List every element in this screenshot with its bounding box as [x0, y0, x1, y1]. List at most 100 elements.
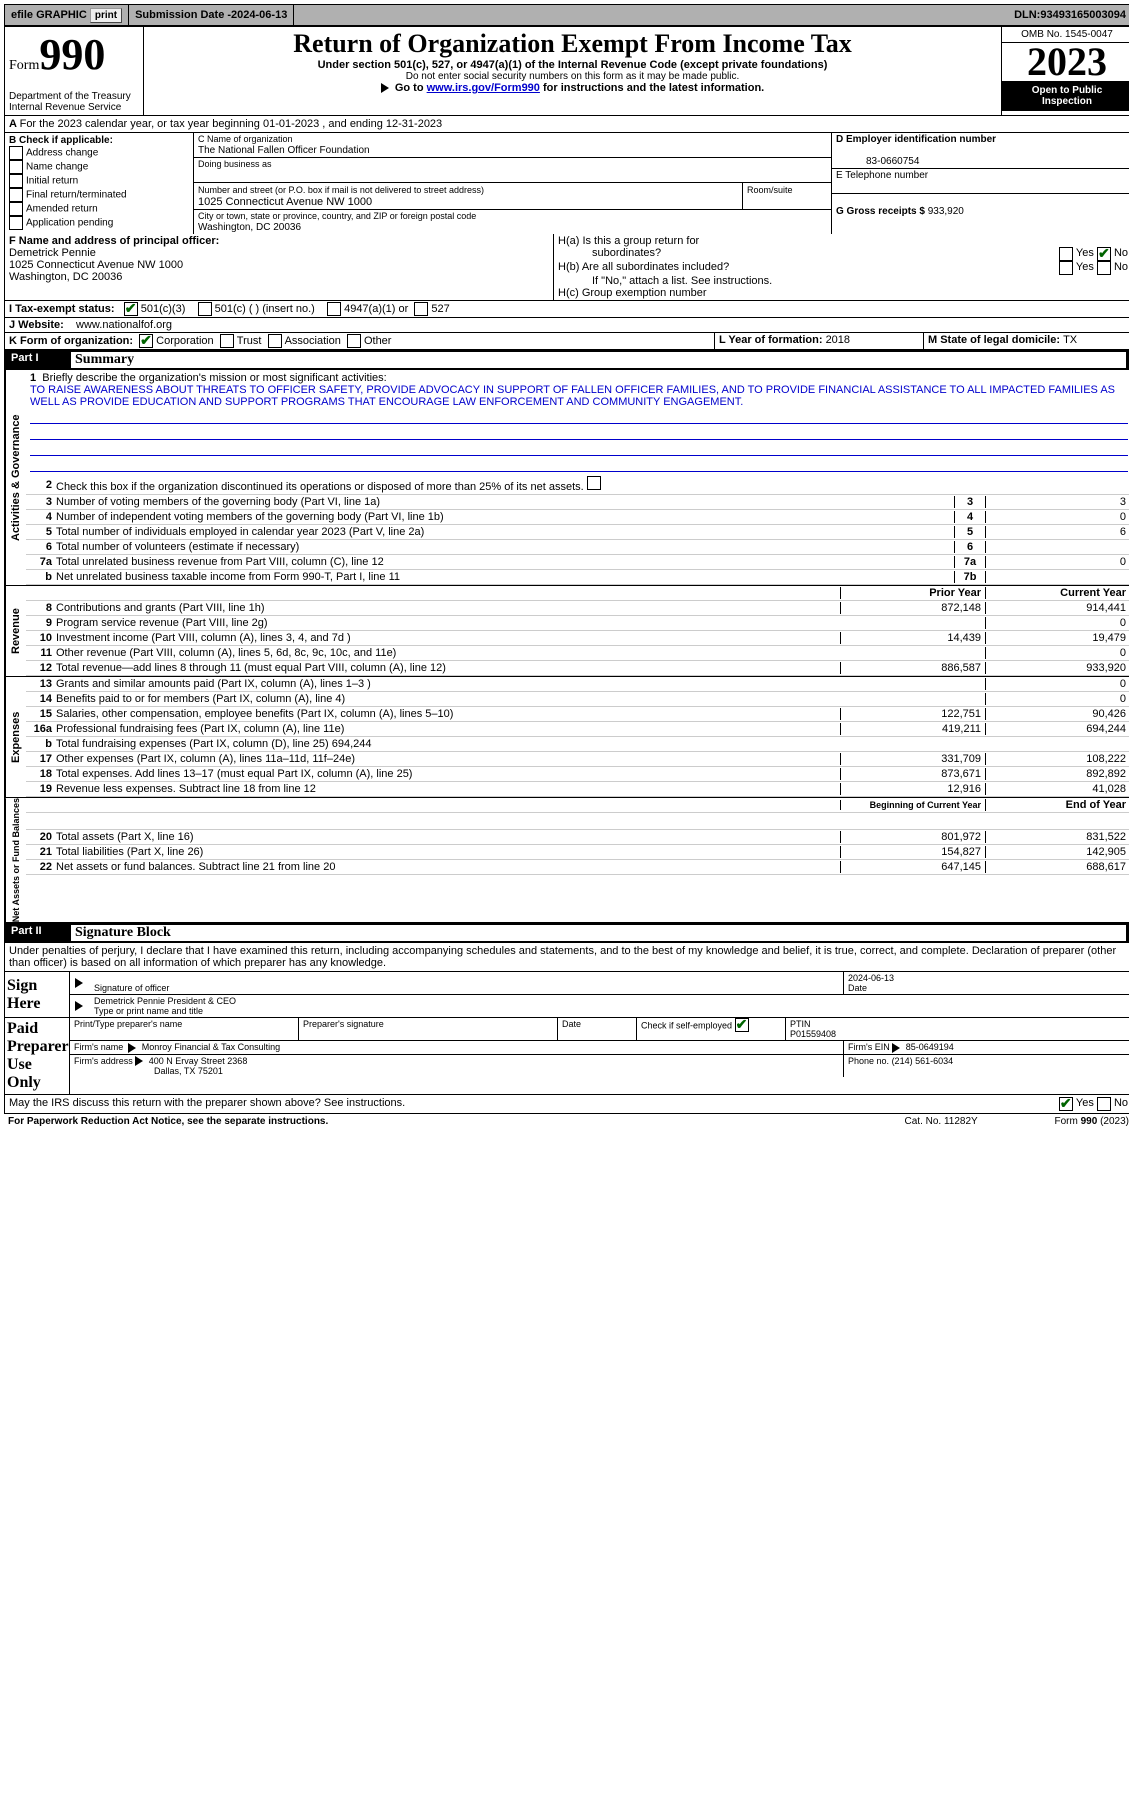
cb-assoc[interactable]: [268, 334, 282, 348]
ssn-warning: Do not enter social security numbers on …: [150, 71, 995, 82]
curr-19: 41,028: [985, 783, 1129, 795]
begin-22: 647,145: [840, 861, 985, 873]
curr-16a: 694,244: [985, 723, 1129, 735]
sign-here-label: Sign Here: [5, 972, 70, 1017]
ein-value: 83-0660754: [836, 156, 919, 167]
discuss-row: May the IRS discuss this return with the…: [5, 1095, 1129, 1113]
end-22: 688,617: [985, 861, 1129, 873]
section-c-name: C Name of organization The National Fall…: [194, 133, 831, 158]
cb-discuss-no[interactable]: [1097, 1097, 1111, 1111]
prior-16a: 419,211: [840, 723, 985, 735]
cb-address-change[interactable]: [9, 146, 23, 160]
officer-name: Demetrick Pennie: [9, 247, 96, 259]
tab-net-assets: Net Assets or Fund Balances: [5, 798, 26, 922]
curr-14: 0: [985, 693, 1129, 705]
cb-discontinued[interactable]: [587, 476, 601, 490]
section-d-ein: D Employer identification number 83-0660…: [832, 133, 1129, 169]
cb-501c3[interactable]: [124, 302, 138, 316]
val-5: 6: [986, 526, 1129, 538]
arrow-icon: [75, 978, 83, 988]
begin-20: 801,972: [840, 831, 985, 843]
cb-527[interactable]: [414, 302, 428, 316]
tab-revenue: Revenue: [5, 586, 26, 676]
sign-date: 2024-06-13: [848, 973, 894, 983]
firm-addr2: Dallas, TX 75201: [74, 1066, 223, 1076]
section-i-tax-status: I Tax-exempt status: 501(c)(3) 501(c) ( …: [5, 301, 553, 317]
cb-corp[interactable]: [139, 334, 153, 348]
dept-treasury: Department of the Treasury: [9, 91, 139, 102]
curr-10: 19,479: [985, 632, 1129, 644]
curr-11: 0: [985, 647, 1129, 659]
arrow-icon: [128, 1043, 136, 1053]
section-l-year: L Year of formation: 2018: [715, 333, 924, 349]
form-header: Form990 Department of the Treasury Inter…: [5, 27, 1129, 116]
section-g-receipts: G Gross receipts $ 933,920: [832, 194, 1129, 218]
instructions-link[interactable]: www.irs.gov/Form990: [427, 82, 540, 94]
prior-12: 886,587: [840, 662, 985, 674]
section-k-form-org: K Form of organization: Corporation Trus…: [5, 333, 715, 349]
top-bar: efile GRAPHIC print Submission Date - 20…: [4, 4, 1129, 26]
curr-12: 933,920: [985, 662, 1129, 674]
public-inspection: Open to Public Inspection: [1002, 81, 1129, 111]
part-2-header: Part II Signature Block: [5, 923, 1129, 943]
cb-initial-return[interactable]: [9, 174, 23, 188]
curr-18: 892,892: [985, 768, 1129, 780]
curr-8: 914,441: [985, 602, 1129, 614]
end-20: 831,522: [985, 831, 1129, 843]
cb-501c[interactable]: [198, 302, 212, 316]
curr-13: 0: [985, 678, 1129, 690]
cb-trust[interactable]: [220, 334, 234, 348]
prior-10: 14,439: [840, 632, 985, 644]
section-b-checkboxes: B Check if applicable: Address change Na…: [5, 133, 194, 234]
gross-receipts-value: 933,920: [928, 206, 964, 217]
efile-label: efile GRAPHIC: [11, 9, 87, 21]
cb-hb-no[interactable]: [1097, 261, 1111, 275]
part-1-header: Part I Summary: [5, 350, 1129, 370]
firm-name: Monroy Financial & Tax Consulting: [142, 1042, 280, 1052]
section-j-website: J Website: www.nationalfof.org: [5, 318, 1129, 332]
end-21: 142,905: [985, 846, 1129, 858]
curr-9: 0: [985, 617, 1129, 629]
cb-name-change[interactable]: [9, 160, 23, 174]
org-street: 1025 Connecticut Avenue NW 1000: [198, 196, 372, 208]
prior-17: 331,709: [840, 753, 985, 765]
cb-final-return[interactable]: [9, 188, 23, 202]
arrow-icon: [892, 1043, 900, 1053]
tax-year: 2023: [1002, 43, 1129, 81]
cb-self-employed[interactable]: [735, 1018, 749, 1032]
cb-ha-yes[interactable]: [1059, 247, 1073, 261]
curr-15: 90,426: [985, 708, 1129, 720]
cb-amended-return[interactable]: [9, 202, 23, 216]
cb-other[interactable]: [347, 334, 361, 348]
begin-21: 154,827: [840, 846, 985, 858]
prior-19: 12,916: [840, 783, 985, 795]
cb-ha-no[interactable]: [1097, 247, 1111, 261]
cb-hb-yes[interactable]: [1059, 261, 1073, 275]
website-value: www.nationalfof.org: [76, 319, 172, 331]
submission-date-value: 2024-06-13: [231, 9, 287, 21]
cb-application-pending[interactable]: [9, 216, 23, 230]
form-number: Form990: [9, 29, 139, 80]
prior-15: 122,751: [840, 708, 985, 720]
print-button[interactable]: print: [90, 8, 122, 23]
val-3: 3: [986, 496, 1129, 508]
prior-8: 872,148: [840, 602, 985, 614]
section-c-dba: Doing business as: [194, 158, 831, 183]
firm-addr1: 400 N Ervay Street 2368: [149, 1056, 248, 1066]
page-footer: For Paperwork Reduction Act Notice, see …: [4, 1114, 1129, 1129]
arrow-icon: [381, 83, 389, 93]
cb-discuss-yes[interactable]: [1059, 1097, 1073, 1111]
efile-cell: efile GRAPHIC print: [5, 5, 129, 25]
org-city: Washington, DC 20036: [198, 222, 301, 233]
dln-cell: DLN: 93493165003094: [1008, 5, 1129, 25]
prior-18: 873,671: [840, 768, 985, 780]
submission-date-cell: Submission Date - 2024-06-13: [129, 5, 294, 25]
arrow-icon: [75, 1001, 83, 1011]
firm-ein: 85-0649194: [906, 1042, 954, 1052]
cb-4947[interactable]: [327, 302, 341, 316]
val-4: 0: [986, 511, 1129, 523]
paid-preparer-label: Paid Preparer Use Only: [5, 1018, 70, 1094]
mission-text: TO RAISE AWARENESS ABOUT THREATS TO OFFI…: [30, 384, 1115, 408]
val-7a: 0: [986, 556, 1129, 568]
form-title: Return of Organization Exempt From Incom…: [150, 29, 995, 59]
